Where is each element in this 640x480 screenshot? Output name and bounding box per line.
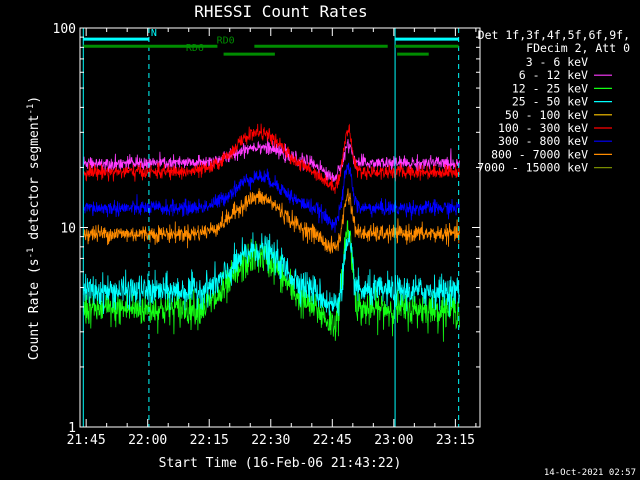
- legend-label-7: 800 - 7000 keV: [491, 147, 588, 161]
- legend-label-1: 6 - 12 keV: [519, 68, 588, 82]
- legend-label-4: 50 - 100 keV: [505, 108, 588, 122]
- series-line-6: [82, 162, 460, 233]
- flag-label-2: RD6: [186, 43, 204, 54]
- y-axis-label-mid: detector segment: [27, 115, 42, 248]
- y-axis-label-sup-1: -1: [26, 248, 36, 259]
- chart-title: RHESSI Count Rates: [194, 2, 367, 21]
- legend-label-0: 3 - 6 keV: [526, 55, 588, 69]
- flag-bars: N RD0 RD6: [83, 28, 459, 56]
- y-axis-label-sup-2: -1: [26, 104, 36, 115]
- series-line-3: [82, 230, 460, 318]
- legend-label-5: 100 - 300 keV: [498, 121, 588, 135]
- y-axis-label-end: ): [27, 96, 42, 104]
- flag-label-1: RD0: [217, 35, 235, 46]
- x-tick-label-1: 22:00: [128, 433, 167, 448]
- legend-header-line-1: Det 1f,3f,4f,5f,6f,9f,: [478, 28, 630, 42]
- legend-header-line-2: FDecim 2, Att 0: [526, 41, 630, 55]
- y-axis-label-main: Count Rate (s: [27, 258, 42, 360]
- x-tick-label-4: 22:45: [313, 433, 352, 448]
- x-axis-label: Start Time (16-Feb-06 21:43:22): [159, 456, 402, 471]
- x-tick-label-3: 22:30: [251, 433, 290, 448]
- x-tick-label-0: 21:45: [67, 433, 106, 448]
- y-axis-label: Count Rate (s-1 detector segment-1): [26, 96, 42, 360]
- y-tick-label-0: 1: [68, 421, 76, 436]
- axes: 21:45 22:00 22:15 22:30 22:45 23:00 23:15 1 10 10…: [53, 22, 480, 448]
- series-line-5: [82, 123, 460, 194]
- legend-label-3: 25 - 50 keV: [512, 95, 588, 109]
- x-tick-label-2: 22:15: [190, 433, 229, 448]
- legend-label-6: 300 - 800 keV: [498, 134, 588, 148]
- series-line-1: [82, 137, 460, 182]
- y-tick-label-2: 100: [53, 22, 76, 37]
- legend-label-2: 12 - 25 keV: [512, 81, 588, 95]
- series-lines: [82, 123, 460, 403]
- vertical-marker-lines: [82, 28, 460, 427]
- x-tick-label-6: 23:15: [436, 433, 475, 448]
- y-tick-label-1: 10: [60, 222, 76, 237]
- series-line-7: [82, 188, 460, 254]
- legend: Det 1f,3f,4f,5f,6f,9f, FDecim 2, Att 0 3…: [477, 28, 630, 175]
- legend-label-8: 7000 - 15000 keV: [477, 161, 588, 175]
- generated-timestamp: 14-Oct-2021 02:57: [544, 468, 636, 478]
- x-tick-label-5: 23:00: [374, 433, 413, 448]
- flag-label-0: N: [151, 28, 157, 39]
